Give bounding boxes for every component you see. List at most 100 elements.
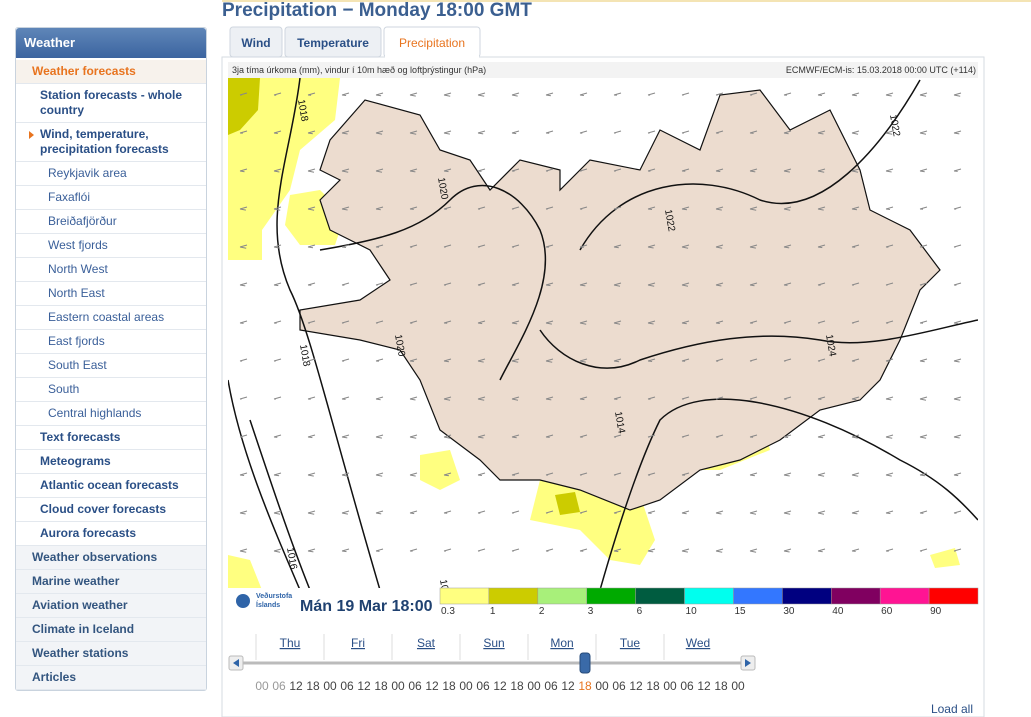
- wind-barb: [477, 320, 486, 325]
- hour-label[interactable]: 12: [425, 679, 439, 693]
- menu-item[interactable]: Weather observations: [16, 546, 206, 570]
- hour-label[interactable]: 18: [646, 679, 660, 693]
- wind-barb: [545, 548, 554, 552]
- hour-label[interactable]: 12: [697, 679, 711, 693]
- menu-item[interactable]: Cloud cover forecasts: [16, 498, 206, 522]
- menu-item[interactable]: Meteograms: [16, 450, 206, 474]
- menu-item[interactable]: East fjords: [16, 330, 206, 354]
- hour-label[interactable]: 18: [510, 679, 524, 693]
- wind-barb: [919, 510, 928, 514]
- wind-barb: [511, 244, 520, 248]
- sidebar: Weather Weather forecasts Station forecas…: [15, 27, 207, 691]
- hour-label[interactable]: 18: [374, 679, 388, 693]
- menu-item[interactable]: South East: [16, 354, 206, 378]
- hour-label[interactable]: 06: [272, 679, 286, 693]
- hour-label[interactable]: 18: [306, 679, 320, 693]
- tab[interactable]: [284, 26, 382, 58]
- wind-barb: [511, 548, 520, 552]
- menu-item[interactable]: Aurora forecasts: [16, 522, 206, 546]
- menu-item[interactable]: North West: [16, 258, 206, 282]
- menu-item[interactable]: Central highlands: [16, 402, 206, 426]
- wind-barb: [239, 244, 248, 249]
- prev-arrow: [233, 659, 239, 667]
- slider-thumb[interactable]: [579, 652, 591, 674]
- menu-item[interactable]: Weather forecasts: [16, 60, 206, 84]
- wind-barb: [851, 282, 860, 286]
- hour-label[interactable]: 12: [493, 679, 507, 693]
- wind-barb: [647, 168, 656, 172]
- wind-barb: [511, 282, 520, 286]
- menu-item[interactable]: South: [16, 378, 206, 402]
- hour-label[interactable]: 18: [578, 679, 592, 693]
- menu-item[interactable]: Reykjavik area: [16, 162, 206, 186]
- hour-label[interactable]: 00: [731, 679, 745, 693]
- hour-label[interactable]: 00: [323, 679, 337, 693]
- hour-label[interactable]: 12: [357, 679, 371, 693]
- menu-item[interactable]: Climate in Iceland: [16, 618, 206, 642]
- wind-barb: [715, 244, 724, 249]
- wind-barb: [375, 206, 384, 211]
- day-label[interactable]: Fri: [351, 636, 365, 650]
- day-label[interactable]: Sat: [417, 636, 436, 650]
- wind-barb: [749, 434, 758, 438]
- hour-label[interactable]: 00: [459, 679, 473, 693]
- logo-icon: [236, 594, 250, 608]
- menu-item[interactable]: Marine weather: [16, 570, 206, 594]
- hour-label[interactable]: 00: [595, 679, 609, 693]
- menu-item[interactable]: Weather stations: [16, 642, 206, 666]
- wind-barb: [783, 548, 792, 553]
- wind-barb: [885, 168, 894, 173]
- hour-label[interactable]: 00: [663, 679, 677, 693]
- hour-label[interactable]: 12: [561, 679, 575, 693]
- hour-label[interactable]: 06: [476, 679, 490, 693]
- load-all[interactable]: Load all: [931, 702, 973, 716]
- hour-label[interactable]: 00: [391, 679, 405, 693]
- wind-barb: [307, 168, 316, 173]
- isobar: [249, 419, 311, 588]
- legend-swatch: [635, 587, 685, 605]
- day-label[interactable]: Wed: [686, 636, 710, 650]
- menu-item[interactable]: Station forecasts - whole country: [16, 84, 206, 123]
- hour-label[interactable]: 12: [629, 679, 643, 693]
- day-label[interactable]: Tue: [620, 636, 641, 650]
- hour-label[interactable]: 06: [340, 679, 354, 693]
- day-label[interactable]: Mon: [550, 636, 573, 650]
- menu-item[interactable]: Atlantic ocean forecasts: [16, 474, 206, 498]
- menu-item[interactable]: North East: [16, 282, 206, 306]
- menu-item[interactable]: Wind, temperature, precipitation forecas…: [16, 123, 206, 162]
- tab-join: [385, 54, 479, 59]
- tab-label[interactable]: Precipitation: [399, 36, 465, 50]
- menu-item[interactable]: West fjords: [16, 234, 206, 258]
- hour-label[interactable]: 06: [680, 679, 694, 693]
- hour-label[interactable]: 06: [544, 679, 558, 693]
- hour-label[interactable]: 12: [289, 679, 303, 693]
- wind-barb: [613, 282, 622, 287]
- tab-label[interactable]: Wind: [241, 36, 270, 50]
- hour-label[interactable]: 18: [442, 679, 456, 693]
- tab[interactable]: [229, 26, 283, 58]
- hour-label[interactable]: 06: [408, 679, 422, 693]
- legend-swatch: [488, 587, 539, 605]
- wind-barb: [885, 282, 894, 286]
- wind-barb: [545, 168, 554, 172]
- hour-label[interactable]: 00: [255, 679, 269, 693]
- isobar: [276, 78, 381, 588]
- menu-item[interactable]: Articles: [16, 666, 206, 690]
- hour-label[interactable]: 06: [612, 679, 626, 693]
- wind-barb: [579, 244, 588, 248]
- wind-barb: [885, 130, 894, 135]
- hour-label[interactable]: 00: [527, 679, 541, 693]
- menu-item[interactable]: Breiðafjörður: [16, 210, 206, 234]
- menu-item[interactable]: Aviation weather: [16, 594, 206, 618]
- tab-label[interactable]: Temperature: [297, 36, 369, 50]
- wind-barb: [545, 358, 554, 363]
- wind-barb: [749, 244, 758, 249]
- menu-item[interactable]: Text forecasts: [16, 426, 206, 450]
- menu-item[interactable]: Faxaflói: [16, 186, 206, 210]
- hour-label[interactable]: 18: [714, 679, 728, 693]
- wind-barb: [443, 548, 452, 552]
- wind-barb: [307, 130, 316, 135]
- menu-item[interactable]: Eastern coastal areas: [16, 306, 206, 330]
- day-label[interactable]: Sun: [483, 636, 504, 650]
- day-label[interactable]: Thu: [280, 636, 301, 650]
